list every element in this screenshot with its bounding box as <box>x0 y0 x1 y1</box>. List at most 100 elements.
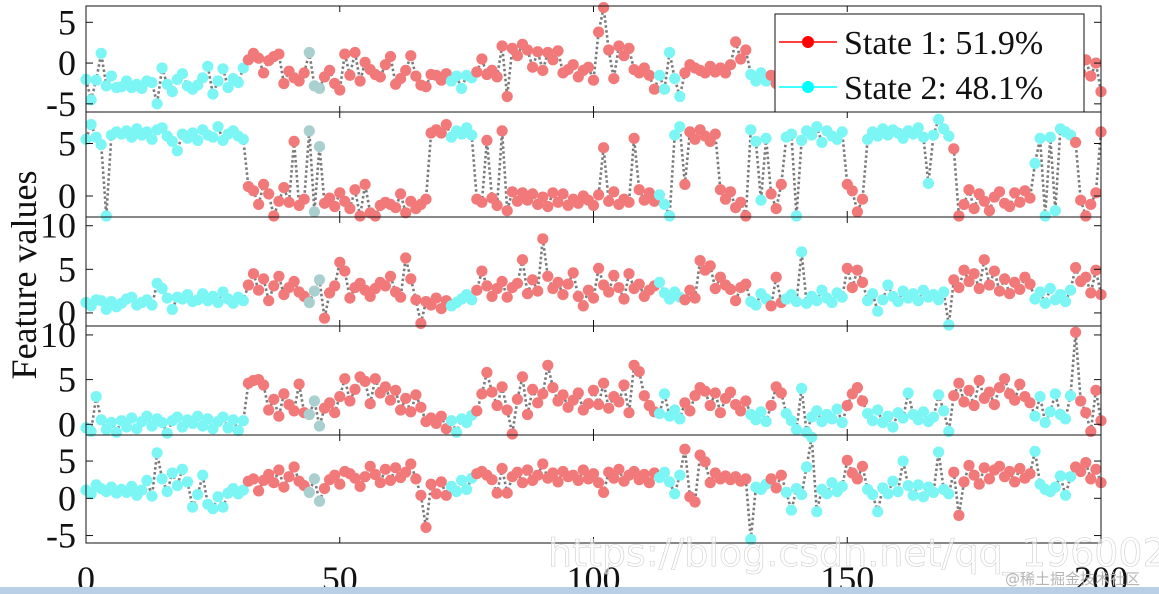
data-point <box>202 413 214 425</box>
data-point <box>968 203 980 215</box>
data-point <box>501 205 513 217</box>
data-point <box>105 70 117 82</box>
data-point <box>491 399 503 412</box>
data-point <box>983 386 996 398</box>
data-point <box>227 414 239 426</box>
data-point <box>329 200 341 213</box>
data-point <box>217 63 229 75</box>
data-point <box>349 472 361 484</box>
data-point <box>308 206 320 218</box>
data-point <box>481 280 493 292</box>
data-point <box>100 210 112 222</box>
data-point <box>689 133 701 145</box>
data-point <box>882 279 894 291</box>
data-point <box>293 378 305 390</box>
data-point <box>237 295 249 307</box>
data-point <box>1070 326 1082 338</box>
data-point <box>953 282 965 294</box>
data-point <box>466 129 478 141</box>
data-point <box>577 464 589 476</box>
data-point <box>263 188 275 200</box>
data-point <box>983 473 996 485</box>
data-point <box>689 390 701 402</box>
y-tick-label: 0 <box>58 478 76 518</box>
data-point <box>324 64 336 76</box>
data-point <box>313 495 326 507</box>
data-point <box>1024 192 1036 204</box>
data-point <box>587 292 600 304</box>
x-tick-label: 0 <box>77 559 95 594</box>
data-point <box>669 129 681 141</box>
data-point <box>334 187 346 199</box>
data-point <box>308 395 320 407</box>
data-point <box>181 476 194 488</box>
data-point <box>689 496 701 508</box>
axes-box <box>85 216 1102 327</box>
data-point <box>486 474 498 486</box>
data-point <box>704 477 716 489</box>
data-point <box>745 124 757 136</box>
subplot-5 <box>80 431 1107 545</box>
data-point <box>897 455 909 467</box>
data-point <box>917 131 930 143</box>
data-point <box>329 280 341 292</box>
data-point <box>821 488 833 500</box>
data-point <box>1080 457 1092 469</box>
data-point <box>1090 384 1102 396</box>
data-point <box>801 461 813 473</box>
data-point <box>679 67 691 79</box>
data-point <box>593 262 605 274</box>
data-point <box>501 90 513 103</box>
data-point <box>496 275 508 288</box>
data-point <box>374 71 386 83</box>
data-point <box>750 135 762 147</box>
data-point <box>856 460 869 472</box>
data-point <box>603 286 615 298</box>
data-point <box>1014 378 1026 390</box>
data-point <box>598 142 610 154</box>
data-point <box>841 262 853 274</box>
data-point <box>1080 210 1092 222</box>
data-point <box>638 390 650 402</box>
data-point <box>192 489 204 501</box>
legend-label-state1: State 1: 51.9% <box>844 25 1043 62</box>
data-point <box>1090 187 1102 199</box>
data-point <box>344 203 356 215</box>
data-point <box>354 75 366 87</box>
legend-box <box>774 13 1085 113</box>
data-point <box>384 394 397 406</box>
data-point <box>537 233 549 245</box>
data-point <box>334 256 346 268</box>
data-point <box>613 396 625 408</box>
data-point <box>608 472 620 484</box>
data-point <box>511 277 523 289</box>
data-point <box>258 379 270 391</box>
data-point <box>85 488 97 500</box>
data-point <box>283 196 295 208</box>
data-point <box>867 415 879 427</box>
data-point <box>420 81 432 93</box>
data-point <box>339 48 351 60</box>
data-point <box>476 196 488 208</box>
data-point <box>897 412 909 424</box>
data-point <box>699 385 711 397</box>
data-point <box>679 294 691 306</box>
data-point <box>151 447 163 459</box>
data-point <box>999 273 1011 285</box>
data-point <box>95 295 107 307</box>
data-point <box>232 424 244 437</box>
data-point <box>740 395 752 407</box>
data-point <box>192 410 204 422</box>
data-point <box>658 466 671 478</box>
data-point <box>790 424 803 436</box>
data-point <box>161 292 173 304</box>
data-point <box>547 467 559 479</box>
data-point <box>516 254 529 266</box>
data-point <box>1044 131 1056 143</box>
data-point <box>400 207 412 219</box>
data-point <box>1059 413 1072 425</box>
data-point <box>826 296 838 309</box>
data-point <box>141 474 153 486</box>
data-point <box>618 379 630 391</box>
data-point <box>344 395 356 407</box>
